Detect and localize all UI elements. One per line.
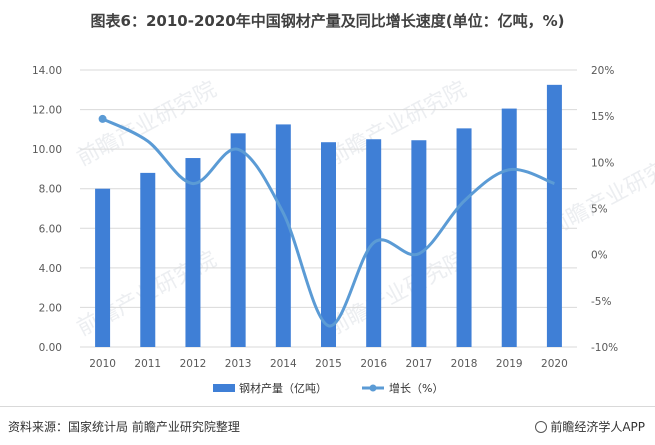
y-left-tick-label: 8.00 (39, 184, 62, 196)
x-tick-label: 2012 (180, 358, 207, 370)
bar (95, 188, 111, 347)
combo-chart: 前瞻产业研究院前瞻产业研究院前瞻产业研究院前瞻产业研究院前瞻产业研究院 0.00… (32, 65, 655, 395)
x-tick-label: 2010 (89, 358, 116, 370)
x-tick-label: 2019 (496, 358, 523, 370)
chart-title: 图表6：2010-2020年中国钢材产量及同比增长速度(单位：亿吨，%) (90, 12, 565, 30)
bar-series (95, 84, 562, 348)
y-right-tick-label: 15% (591, 111, 614, 123)
source-note: 资料来源：国家统计局 前瞻产业研究院整理 (8, 420, 240, 434)
watermark-text: 前瞻产业研究院 (323, 77, 471, 171)
y-left-tick-label: 2.00 (39, 302, 62, 314)
watermark-text: 前瞻产业研究院 (323, 247, 471, 341)
watermark-text: 前瞻产业研究院 (73, 77, 221, 171)
legend: 钢材产量（亿吨） 增长（%） (213, 381, 443, 395)
y-left-tick-label: 4.00 (39, 263, 62, 275)
y-left-tick-label: 0.00 (39, 342, 62, 354)
legend-line-label: 增长（%） (389, 381, 443, 395)
y-right-tick-label: 20% (591, 65, 614, 77)
footer: 资料来源：国家统计局 前瞻产业研究院整理 前瞻经济学人APP (0, 406, 655, 445)
x-tick-label: 2020 (541, 358, 568, 370)
x-tick-label: 2011 (134, 358, 161, 370)
x-tick-label: 2015 (315, 358, 342, 370)
brand-logo-icon (535, 421, 548, 433)
x-tick-label: 2014 (270, 358, 297, 370)
watermark-layer: 前瞻产业研究院前瞻产业研究院前瞻产业研究院前瞻产业研究院前瞻产业研究院 (73, 77, 655, 341)
y-left-tick-label: 10.00 (32, 144, 62, 156)
y-right-tick-label: 5% (591, 204, 608, 216)
growth-line (101, 117, 555, 328)
y-right-tick-label: 10% (591, 157, 614, 169)
bar (275, 124, 291, 348)
y-right-tick-label: 0% (591, 250, 608, 262)
y-right-tick-label: -5% (591, 296, 611, 308)
y-right-tick-label: -10% (591, 342, 618, 354)
x-tick-label: 2017 (405, 358, 432, 370)
bar (411, 140, 427, 347)
left-axis-ticks: 0.00 2.00 4.00 6.00 8.00 10.00 12.00 14.00 (32, 65, 62, 354)
bar (456, 128, 472, 347)
x-tick-label: 2016 (360, 358, 387, 370)
y-left-tick-label: 6.00 (39, 223, 62, 235)
bar (501, 108, 517, 347)
brand-label: 前瞻经济学人APP (535, 418, 645, 435)
brand-text: 前瞻经济学人APP (550, 420, 645, 434)
bar (321, 142, 336, 347)
bar (546, 84, 562, 347)
legend-bar-swatch (213, 384, 235, 392)
growth-point (98, 114, 107, 123)
legend-line-marker (369, 384, 377, 392)
x-tick-label: 2013 (225, 358, 252, 370)
right-axis-ticks: -10% -5% 0% 5% 10% 15% 20% (591, 65, 618, 354)
legend-bar-label: 钢材产量（亿吨） (239, 381, 327, 395)
x-tick-label: 2018 (451, 358, 478, 370)
y-left-tick-label: 14.00 (32, 65, 62, 77)
x-axis-ticks: 2010 2011 2012 2013 2014 2015 2016 2017 2018 2019… (89, 358, 568, 370)
bar (230, 133, 246, 347)
y-left-tick-label: 12.00 (32, 105, 62, 117)
bar (185, 158, 201, 347)
bar (140, 172, 156, 347)
line-series (98, 114, 555, 328)
